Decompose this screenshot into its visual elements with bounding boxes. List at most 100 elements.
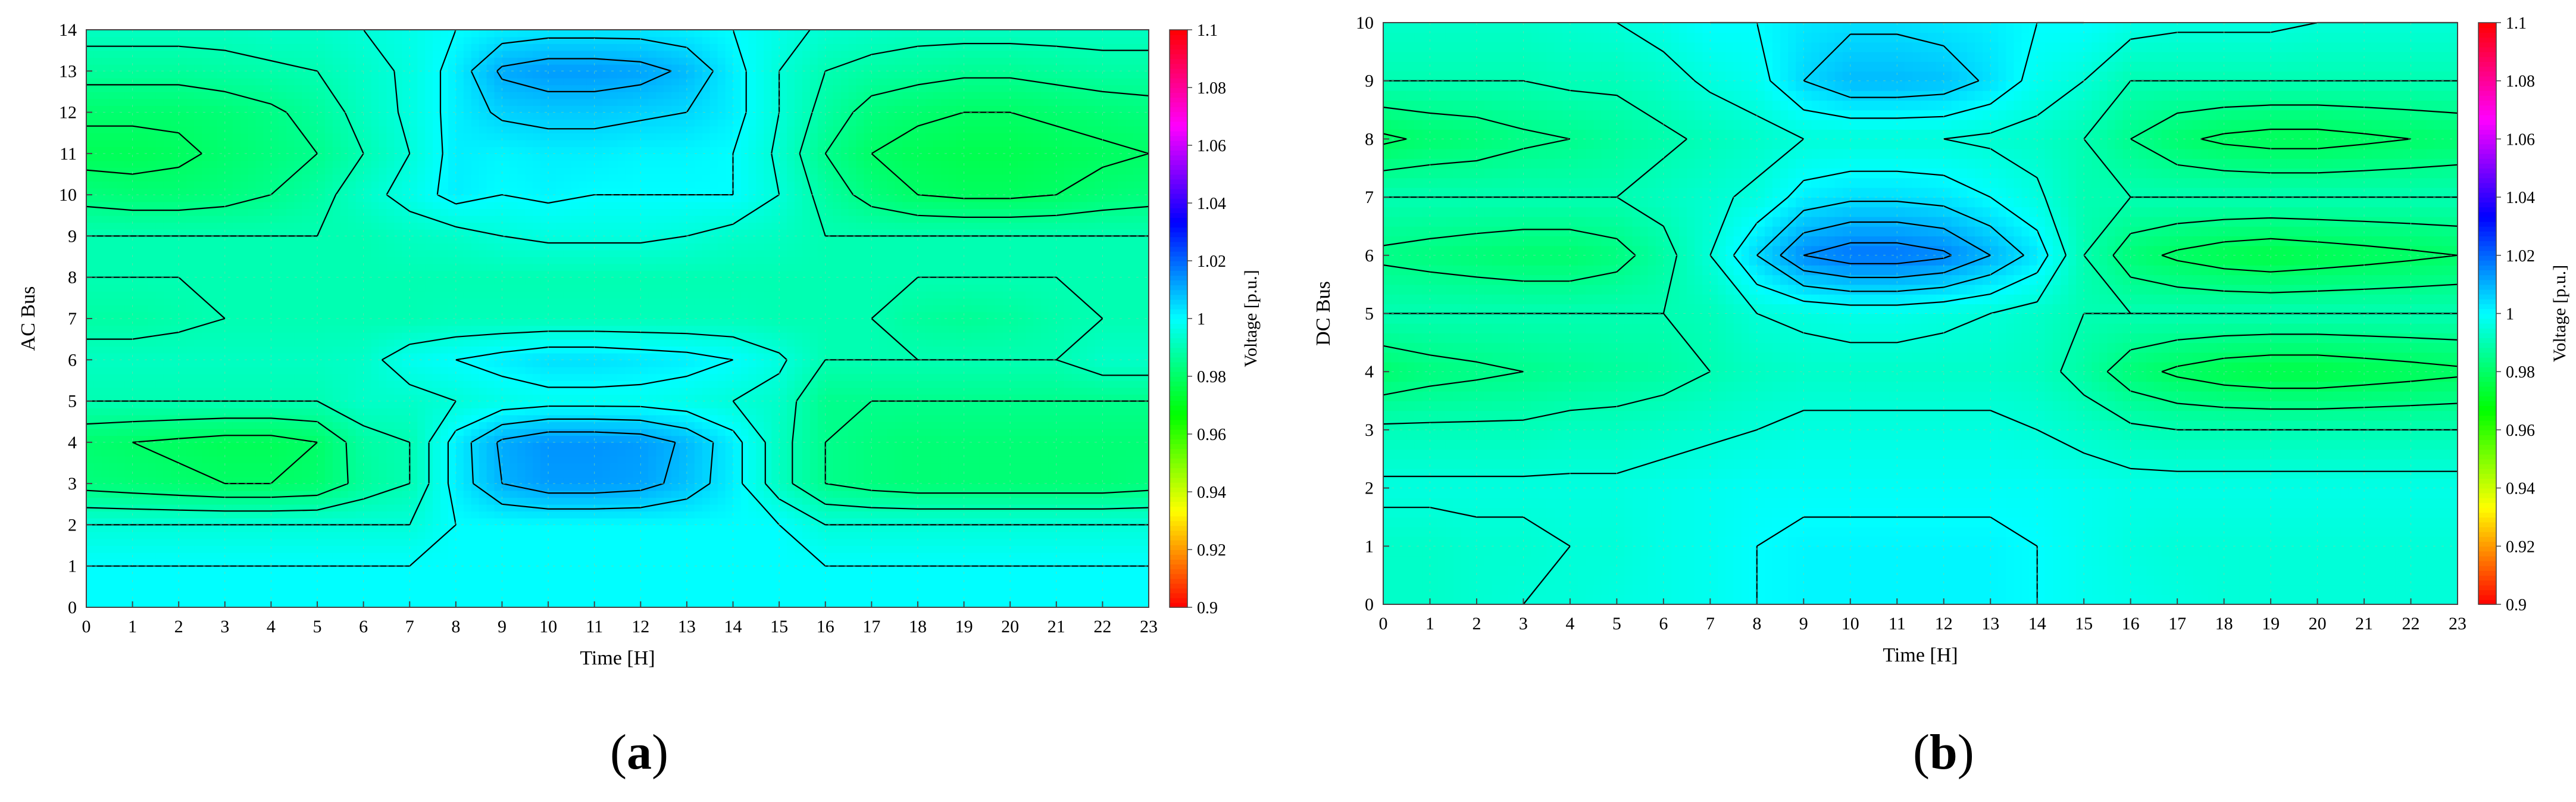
heatmap-cell xyxy=(902,593,911,601)
heatmap-cell xyxy=(756,476,765,484)
heatmap-cell xyxy=(186,449,195,457)
heatmap-cell xyxy=(310,497,318,505)
heatmap-cell xyxy=(817,394,826,402)
heatmap-cell xyxy=(948,360,957,367)
heatmap-cell xyxy=(109,422,118,429)
heatmap-cell xyxy=(1087,422,1096,429)
heatmap-cell xyxy=(217,366,226,375)
heatmap-cell xyxy=(101,483,110,491)
heatmap-cell xyxy=(664,401,672,408)
heatmap-cell xyxy=(648,552,656,560)
heatmap-cell xyxy=(525,408,534,416)
heatmap-cell xyxy=(1118,552,1126,560)
heatmap-cell xyxy=(525,497,534,505)
heatmap-cell xyxy=(1071,414,1080,423)
heatmap-cell xyxy=(563,483,572,491)
heatmap-cell xyxy=(494,559,503,567)
heatmap-cell xyxy=(363,525,372,532)
heatmap-cell xyxy=(617,517,626,526)
heatmap-cell xyxy=(348,428,357,436)
heatmap-cell xyxy=(764,408,772,416)
heatmap-cell xyxy=(586,394,595,402)
heatmap-cell xyxy=(995,552,1003,560)
heatmap-cell xyxy=(787,573,795,581)
heatmap-cell xyxy=(540,566,549,574)
heatmap-cell xyxy=(310,579,318,588)
heatmap-cell xyxy=(155,483,164,491)
heatmap-cell xyxy=(717,511,726,519)
heatmap-cell xyxy=(224,517,233,526)
heatmap-cell xyxy=(332,497,341,505)
heatmap-cell xyxy=(640,497,649,505)
heatmap-cell xyxy=(517,428,526,436)
heatmap-cell xyxy=(1126,511,1134,519)
heatmap-cell xyxy=(86,559,95,567)
heatmap-cell xyxy=(686,490,695,498)
heatmap-cell xyxy=(101,455,110,464)
heatmap-cell xyxy=(486,545,495,553)
heatmap-cell xyxy=(1141,573,1149,581)
heatmap-cell xyxy=(925,531,934,539)
heatmap-cell xyxy=(86,325,95,333)
heatmap-cell xyxy=(101,538,110,546)
heatmap-cell xyxy=(1026,463,1034,470)
heatmap-cell xyxy=(402,387,411,395)
heatmap-cell xyxy=(324,449,333,457)
heatmap-cell xyxy=(764,531,772,539)
heatmap-cell xyxy=(1133,360,1142,367)
heatmap-cell xyxy=(971,504,980,512)
heatmap-cell xyxy=(1095,401,1103,408)
heatmap-cell xyxy=(1079,463,1088,470)
heatmap-cell xyxy=(987,476,996,484)
heatmap-cell xyxy=(640,387,649,395)
heatmap-cell xyxy=(455,380,464,388)
heatmap-cell xyxy=(286,422,295,429)
heatmap-cell xyxy=(964,545,973,553)
heatmap-cell xyxy=(525,538,534,546)
heatmap-cell xyxy=(671,559,680,567)
heatmap-cell xyxy=(887,387,895,395)
heatmap-cell xyxy=(594,463,603,470)
heatmap-cell xyxy=(856,387,865,395)
heatmap-cell xyxy=(463,476,472,484)
heatmap-cell xyxy=(271,579,280,588)
heatmap-cell xyxy=(633,545,642,553)
heatmap-cell xyxy=(795,422,803,429)
heatmap-cell xyxy=(548,593,557,601)
heatmap-cell xyxy=(887,579,895,588)
heatmap-cell xyxy=(640,463,649,470)
heatmap-cell xyxy=(509,586,518,594)
heatmap-cell xyxy=(633,414,642,423)
heatmap-cell xyxy=(887,366,895,375)
heatmap-cell xyxy=(486,600,495,608)
heatmap-cell xyxy=(202,387,210,395)
heatmap-cell xyxy=(171,360,180,367)
heatmap-cell xyxy=(155,401,164,408)
heatmap-cell xyxy=(248,360,257,367)
heatmap-cell xyxy=(917,531,926,539)
heatmap-cell xyxy=(179,586,187,594)
heatmap-cell xyxy=(402,531,411,539)
heatmap-cell xyxy=(132,559,141,567)
heatmap-cell xyxy=(1002,455,1011,464)
heatmap-cell xyxy=(948,455,957,464)
heatmap-cell xyxy=(756,545,765,553)
heatmap-cell xyxy=(425,586,433,594)
heatmap-cell xyxy=(579,525,587,532)
heatmap-cell xyxy=(864,387,873,395)
heatmap-cell xyxy=(1018,422,1026,429)
heatmap-cell xyxy=(1026,566,1034,574)
heatmap-cell xyxy=(533,511,541,519)
heatmap-cell xyxy=(1126,517,1134,526)
heatmap-cell xyxy=(686,517,695,526)
heatmap-cell xyxy=(563,442,572,450)
heatmap-cell xyxy=(771,538,780,546)
heatmap-cell xyxy=(1056,566,1065,574)
heatmap-cell xyxy=(609,531,618,539)
heatmap-cell xyxy=(809,476,818,484)
heatmap-cell xyxy=(248,497,257,505)
heatmap-cell xyxy=(179,422,187,429)
heatmap-cell xyxy=(802,579,811,588)
heatmap-cell xyxy=(202,497,210,505)
heatmap-cell xyxy=(887,373,895,381)
